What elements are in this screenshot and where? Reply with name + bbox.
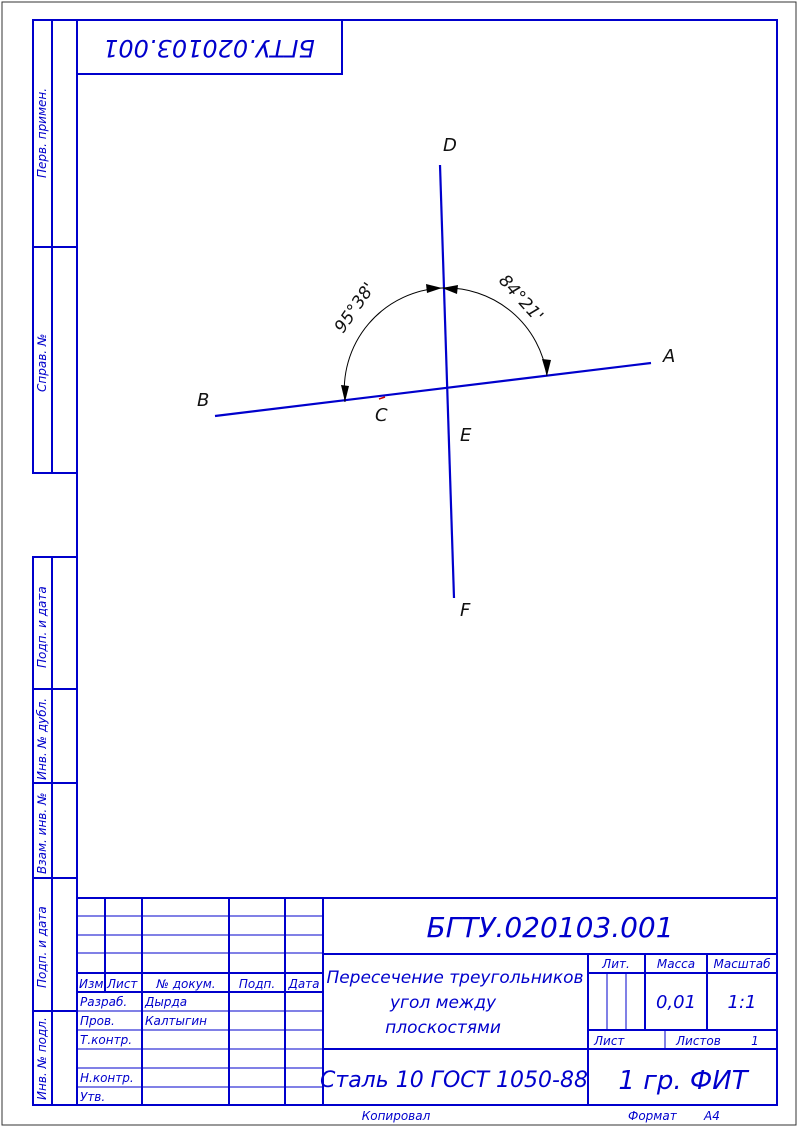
line-ab [214,361,652,418]
header-dokum: № докум. [155,977,215,991]
row-nkontr: Н.контр. [80,1071,134,1085]
kopiroval-label: Копировал [362,1109,431,1123]
side-column-lower: Подп. и дата Инв. № дубл. Взам. инв. № П… [32,556,78,1106]
organization: 1 гр. ФИТ [618,1066,749,1096]
title-block: БГТУ.020103.001 Изм. Лист № докум. Подп.… [76,897,778,1106]
lit-label: Лит. [601,957,630,971]
point-label-c: C [375,405,388,426]
geometric-drawing: A B C D E F 95°38' 84°21' [197,135,675,621]
listov-label: Листов [675,1034,721,1048]
format-value: А4 [703,1109,720,1123]
massa-value: 0,01 [656,992,696,1013]
row-prov-name: Калтыгин [145,1014,207,1028]
vzam-inv-label: Взам. инв. № [35,793,49,874]
row-razrab-name: Дырда [144,995,187,1009]
side-column-upper: Перв. примен. Справ. № [32,19,78,474]
row-prov: Пров. [80,1014,115,1028]
row-utv: Утв. [80,1090,105,1104]
row-tkontr: Т.контр. [80,1033,132,1047]
angle-arc-right [441,287,548,377]
title-line-2: угол между [389,993,497,1013]
masshtab-label: Масштаб [713,957,771,971]
format-label: Формат [628,1109,678,1123]
list-label: Лист [593,1034,625,1048]
point-label-d: D [443,135,457,156]
material: Сталь 10 ГОСТ 1050-88 [320,1068,588,1093]
massa-label: Масса [657,957,695,971]
title-line-1: Пересечение треугольников [326,968,583,988]
line-df [438,164,456,599]
listov-value: 1 [751,1034,759,1048]
point-label-e: E [460,425,472,446]
angle-label-right: 84°21' [494,271,547,326]
masshtab-value: 1:1 [728,992,757,1013]
title-line-3: плоскостями [385,1018,501,1038]
header-izm: Изм. [79,977,107,991]
header-podp: Подп. [239,977,275,991]
arrow-right-top [442,285,458,294]
angle-arc-left [343,287,443,403]
perv-primen-label: Перв. примен. [35,88,49,178]
header-list: Лист [106,977,138,991]
point-label-b: B [197,390,209,411]
arrow-right-bottom [542,359,551,376]
inv-dubl-label: Инв. № дубл. [35,698,49,780]
podp-data-label-1: Подп. и дата [35,586,49,668]
point-c-mark [378,396,386,400]
arrow-left-bottom [341,385,349,402]
podp-data-label-2: Подп. и дата [35,906,49,988]
mirrored-designation-box: БГТУ.020103.001 [76,19,343,75]
inv-podl-label: Инв. № подл. [35,1017,49,1100]
title-designation: БГТУ.020103.001 [426,911,673,944]
sprav-no-label: Справ. № [35,334,49,392]
mirrored-designation: БГТУ.020103.001 [103,34,315,62]
arrow-left-top [426,284,442,293]
angle-label-left: 95°38' [331,279,380,337]
point-label-a: A [662,346,675,367]
row-razrab: Разраб. [80,995,127,1009]
header-data: Дата [287,977,319,991]
point-label-f: F [460,600,471,621]
